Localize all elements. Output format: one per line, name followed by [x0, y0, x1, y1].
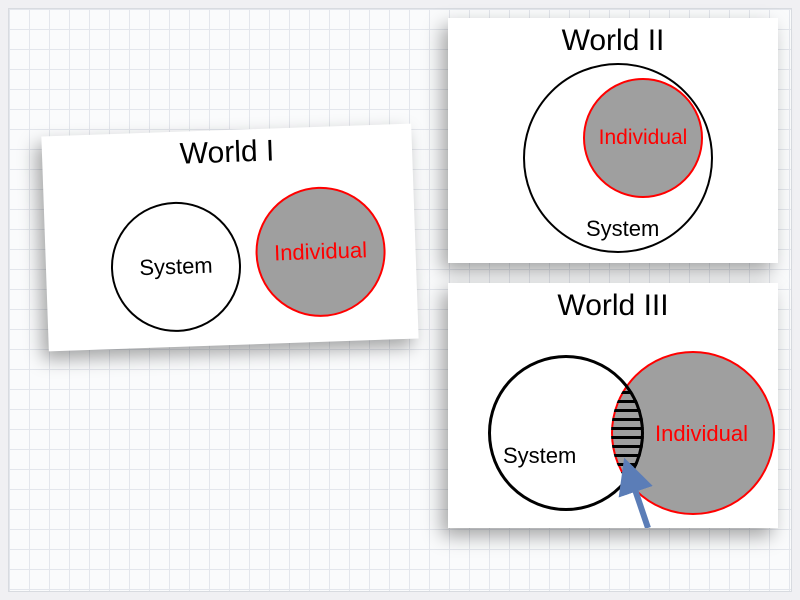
system-label: System — [139, 253, 213, 282]
panel-world-3: World III System Individual — [448, 283, 778, 528]
system-label: System — [586, 216, 659, 242]
individual-label: Individual — [599, 126, 688, 150]
panel-world-2: World II System Individual — [448, 18, 778, 263]
individual-circle: Individual — [583, 78, 703, 198]
individual-label: Individual — [655, 421, 748, 447]
individual-circle: Individual — [253, 185, 387, 319]
individual-label: Individual — [274, 237, 368, 266]
system-circle — [488, 355, 644, 511]
system-label: System — [503, 443, 576, 469]
panel-title: World II — [562, 24, 665, 58]
panel-title: World I — [179, 134, 275, 171]
panel-world-1: World I System Individual — [41, 124, 418, 352]
system-circle: System — [109, 200, 243, 334]
